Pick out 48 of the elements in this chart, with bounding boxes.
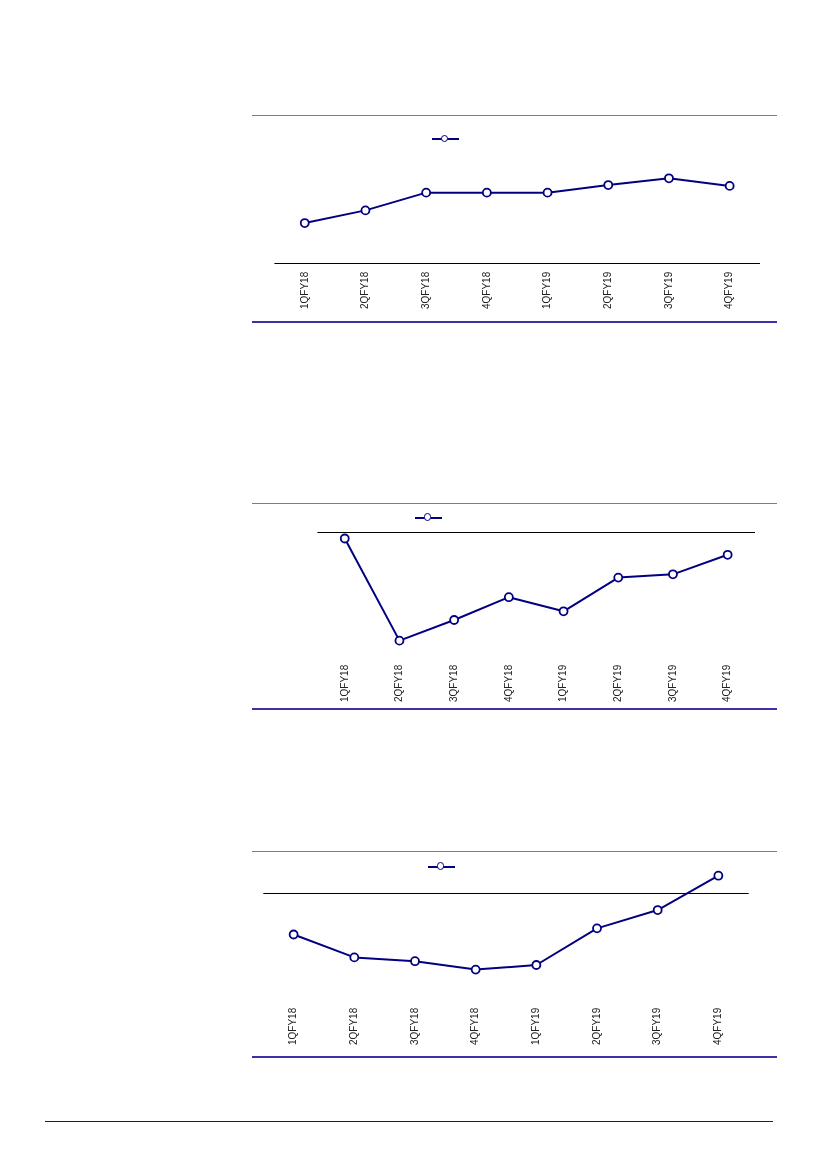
x-tick-label: 1QFY18	[298, 271, 310, 310]
point	[339, 533, 350, 544]
x-tick-label: 3QFY18	[447, 664, 459, 703]
x-tick-label: 4QFY18	[502, 664, 514, 703]
point	[288, 929, 299, 940]
point	[558, 606, 569, 617]
x-tick-label: 3QFY19	[666, 664, 678, 703]
point	[470, 964, 481, 975]
point	[421, 187, 432, 198]
point	[592, 923, 602, 934]
point	[449, 615, 460, 625]
x-tick-label: 3QFY18	[419, 271, 431, 310]
point	[603, 180, 614, 190]
point	[542, 187, 553, 198]
point	[531, 960, 542, 970]
point	[724, 181, 735, 191]
x-tick-label: 3QFY19	[651, 1007, 663, 1046]
x-tick-label: 1QFY19	[530, 1007, 542, 1046]
x-tick-label: 2QFY18	[348, 1007, 360, 1046]
x-tick-label: 2QFY19	[612, 664, 623, 703]
x-tick-label: 1QFY18	[287, 1007, 299, 1046]
x-tick-label: 2QFY18	[393, 664, 405, 703]
x-tick-label: 1QFY19	[541, 271, 553, 310]
point	[668, 569, 678, 580]
point	[410, 956, 420, 967]
point	[360, 205, 371, 216]
point	[652, 905, 663, 915]
x-tick-label: 1QFY18	[338, 664, 350, 703]
x-tick-label: 4QFY18	[480, 271, 492, 310]
x-tick-label: 4QFY19	[721, 664, 733, 703]
point	[722, 549, 733, 560]
x-tick-label: 3QFY19	[662, 271, 674, 310]
point	[481, 187, 492, 198]
x-tick-label: 4QFY19	[723, 271, 735, 310]
x-tick-label: 4QFY18	[469, 1007, 481, 1046]
x-tick-label: 2QFY18	[359, 271, 371, 310]
x-tick-label: 4QFY19	[712, 1007, 724, 1046]
point	[349, 952, 360, 963]
x-tick-label: 3QFY18	[408, 1007, 420, 1046]
x-tick-label: 2QFY19	[602, 271, 613, 310]
point	[713, 870, 724, 881]
x-tick-label: 1QFY19	[557, 664, 569, 703]
point	[299, 218, 310, 228]
point	[613, 572, 624, 583]
point	[664, 173, 674, 184]
x-tick-label: 2QFY19	[590, 1007, 602, 1046]
point	[394, 635, 405, 646]
point	[503, 592, 514, 603]
